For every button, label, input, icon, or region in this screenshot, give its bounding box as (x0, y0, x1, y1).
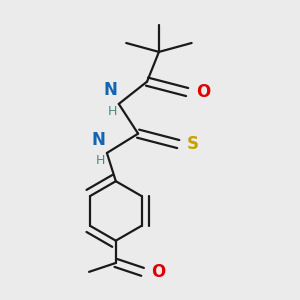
Text: H: H (96, 154, 105, 167)
Text: O: O (152, 263, 166, 281)
Text: H: H (108, 105, 117, 119)
Text: S: S (187, 135, 199, 153)
Text: N: N (103, 82, 117, 100)
Text: O: O (196, 83, 210, 101)
Text: N: N (92, 130, 105, 148)
